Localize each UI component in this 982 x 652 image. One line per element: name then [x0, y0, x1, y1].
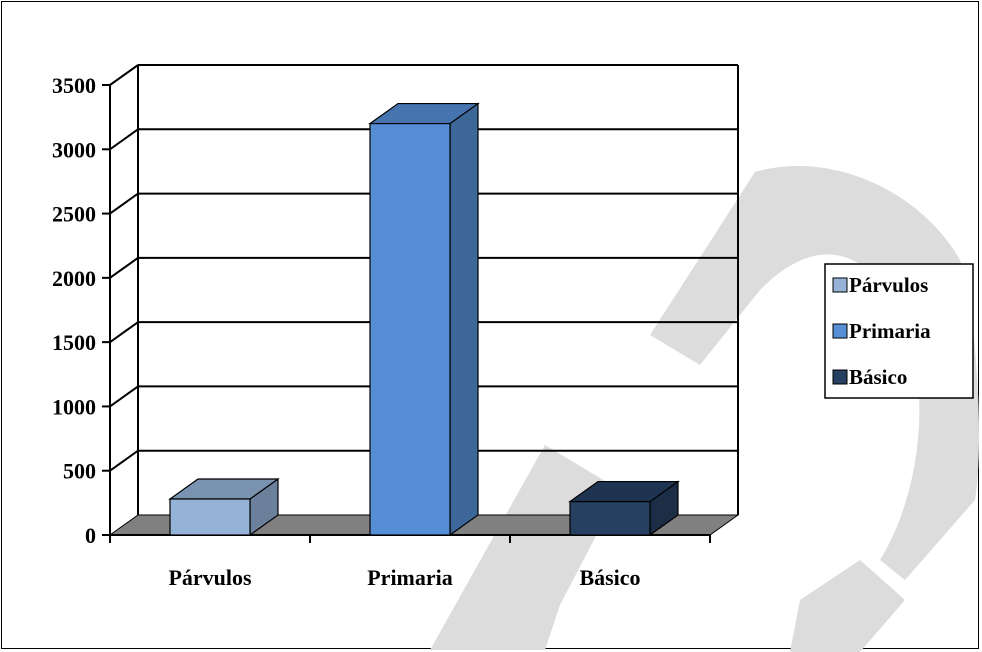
- bars-layer: [168, 102, 680, 537]
- bar-front: [169, 498, 251, 536]
- gridline-side-2500: [109, 192, 139, 215]
- bar-primaria: [368, 102, 480, 537]
- legend: Párvulos Primaria Básico: [824, 263, 974, 399]
- x-category-label: Párvulos: [168, 565, 252, 590]
- gridline-side-1000: [109, 385, 139, 408]
- bar-front: [369, 122, 451, 536]
- x-category-label: Primaria: [367, 565, 453, 590]
- gridline-side-2000: [109, 257, 139, 279]
- gridline-side-500: [109, 449, 139, 472]
- y-tick-label-3500: 3500: [52, 73, 96, 98]
- labels-layer: Párvulos Primaria Básico: [168, 565, 640, 590]
- bar-básico: [568, 480, 680, 537]
- legend-swatch: [832, 369, 848, 385]
- y-tick-label-0: 0: [85, 523, 96, 548]
- legend-label: Básico: [849, 365, 907, 389]
- legend-label: Párvulos: [849, 273, 928, 297]
- legend-swatch: [832, 277, 848, 293]
- bar-side: [449, 102, 479, 537]
- bar-front: [569, 500, 651, 536]
- y-tick-label-1500: 1500: [52, 330, 96, 355]
- gridline-side-3000: [109, 128, 139, 151]
- x-category-label: Básico: [579, 565, 640, 590]
- watermark-stroke-left: [430, 445, 620, 650]
- watermark-shape: [430, 165, 980, 652]
- y-tick-label-500: 500: [63, 459, 96, 484]
- gridline-side-3500: [109, 64, 139, 86]
- legend-swatch: [832, 323, 848, 339]
- bar-párvulos: [168, 477, 280, 537]
- gridline-side-1500: [109, 321, 139, 343]
- watermark-tail: [790, 560, 905, 652]
- legend-label: Primaria: [849, 319, 931, 343]
- y-tick-label-2500: 2500: [52, 202, 96, 227]
- y-tick-label-2000: 2000: [52, 266, 96, 291]
- legend-box: [824, 263, 974, 399]
- y-tick-label-1000: 1000: [52, 394, 96, 419]
- y-tick-label-3000: 3000: [52, 137, 96, 162]
